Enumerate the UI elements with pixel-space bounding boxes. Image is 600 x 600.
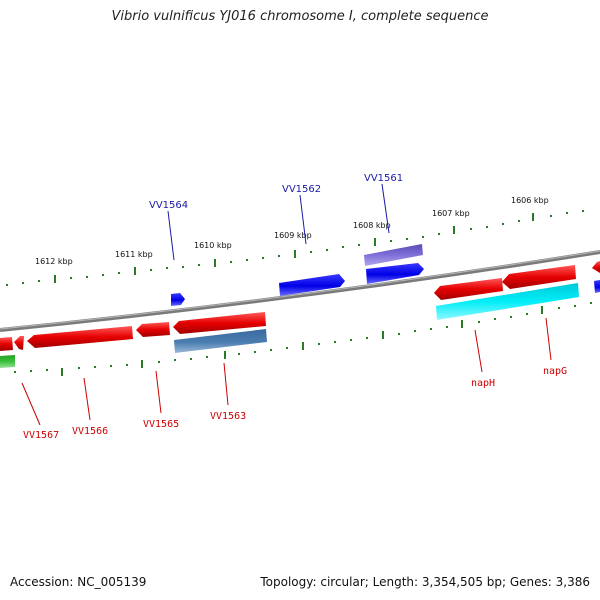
gene-label-vv1565: VV1565 <box>143 419 179 430</box>
upper-scale-dots <box>6 210 584 286</box>
scale-label-1608: 1608 kbp <box>353 221 391 230</box>
gene-vv1567-green[interactable] <box>0 355 15 368</box>
gene-label-napG: napG <box>543 366 567 377</box>
scale-labels: 1612 kbp 1611 kbp 1610 kbp 1609 kbp 1608… <box>35 196 549 266</box>
scale-label-1606: 1606 kbp <box>511 196 549 205</box>
gene-vv1566[interactable] <box>27 326 133 348</box>
scale-label-1612: 1612 kbp <box>35 257 73 266</box>
bottom-leader-lines <box>21 317 552 426</box>
gene-right-edge-blue[interactable] <box>594 280 600 293</box>
scale-label-1611: 1611 kbp <box>115 250 153 259</box>
gene-vv1565[interactable] <box>136 322 170 337</box>
gene-label-vv1563: VV1563 <box>210 411 246 422</box>
gene-vv1567-b[interactable] <box>14 336 24 350</box>
gene-nap-cyan[interactable] <box>436 283 579 320</box>
chromosome-backbone <box>0 250 600 332</box>
gene-vv1564[interactable] <box>171 293 185 306</box>
top-leader-lines <box>167 183 390 261</box>
gene-label-vv1562: VV1562 <box>282 184 321 195</box>
gene-vv1565-b[interactable] <box>173 312 266 334</box>
bottom-gene-labels: VV1567 VV1566 VV1565 VV1563 napH napG <box>23 366 567 441</box>
map-title: Vibrio vulnificus YJ016 chromosome I, co… <box>111 9 489 24</box>
gene-vv1561-b[interactable] <box>366 263 424 284</box>
gene-label-vv1564: VV1564 <box>149 200 188 211</box>
upper-scale-ticks <box>54 213 534 283</box>
scale-label-1607: 1607 kbp <box>432 209 470 218</box>
top-gene-labels: VV1564 VV1562 VV1561 <box>149 173 403 211</box>
gene-vv1567-a[interactable] <box>0 337 13 351</box>
lower-scale-ticks <box>61 306 543 376</box>
gene-vv1562[interactable] <box>279 274 345 296</box>
gene-label-vv1561: VV1561 <box>364 173 403 184</box>
gene-napG[interactable] <box>502 265 576 289</box>
forward-genes <box>171 244 600 306</box>
gene-napH[interactable] <box>434 278 503 300</box>
gene-label-napH: napH <box>471 378 495 389</box>
reverse-genes <box>0 265 579 368</box>
topology-summary: Topology: circular; Length: 3,354,505 bp… <box>260 575 590 589</box>
lower-scale-dots <box>14 302 592 373</box>
accession-text: Accession: NC_005139 <box>10 575 147 589</box>
gene-vv1561-a[interactable] <box>364 244 423 266</box>
gene-label-vv1567: VV1567 <box>23 430 59 441</box>
scale-label-1609: 1609 kbp <box>274 231 312 240</box>
gene-label-vv1566: VV1566 <box>72 426 108 437</box>
gene-vv1563[interactable] <box>174 329 267 353</box>
gene-right-edge-red-top[interactable] <box>592 261 600 273</box>
scale-label-1610: 1610 kbp <box>194 241 232 250</box>
